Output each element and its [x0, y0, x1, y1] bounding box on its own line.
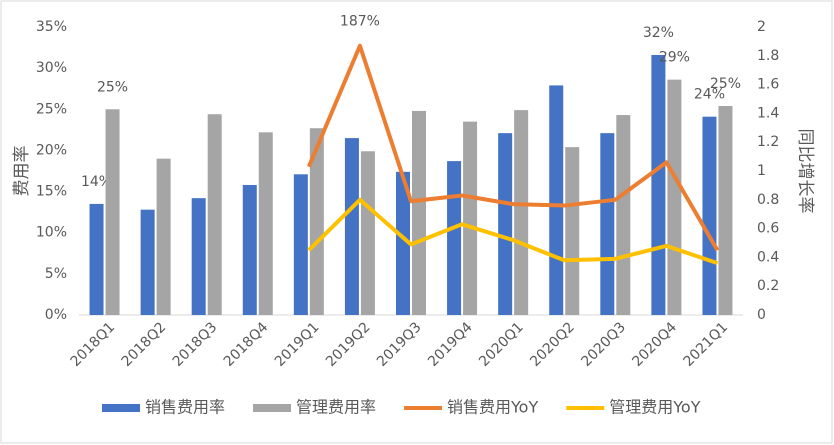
line — [307, 43, 720, 252]
data-label: 14% — [81, 174, 112, 190]
y2-tick-label: 1.6 — [757, 77, 779, 93]
data-label: 24% — [694, 87, 725, 103]
y-tick-label: 20% — [36, 142, 67, 158]
legend-swatch — [102, 404, 140, 412]
y2-tick-label: 1.2 — [757, 134, 779, 150]
y2-tick-label: 0.2 — [757, 278, 779, 294]
y2-tick-label: 0.4 — [757, 249, 779, 265]
y2-tick-label: 0.6 — [757, 221, 779, 237]
line — [307, 197, 719, 266]
bar — [293, 174, 308, 315]
y-tick-label: 15% — [36, 184, 67, 200]
y-axis-title: 费用率 — [12, 146, 32, 197]
y2-tick-label: 2 — [757, 19, 766, 35]
legend-swatch — [253, 404, 292, 412]
bar — [600, 133, 615, 315]
bar — [258, 132, 273, 315]
bar — [463, 121, 478, 315]
bar — [565, 147, 580, 315]
y2-tick-label: 1.8 — [757, 48, 779, 64]
y-tick-label: 5% — [45, 266, 67, 282]
y2-axis-title: 同比增长率 — [795, 129, 815, 214]
bar — [309, 128, 324, 315]
bar — [549, 85, 564, 316]
y-tick-label: 10% — [36, 225, 67, 241]
y-tick-label: 30% — [36, 60, 67, 76]
y2-tick-label: 1 — [757, 163, 766, 179]
bar — [140, 209, 155, 315]
bar — [447, 161, 462, 315]
legend-label: 销售费用率 — [145, 398, 225, 417]
y2-tick-label: 1.4 — [757, 105, 779, 121]
legend-label: 管理费用YoY — [609, 398, 700, 417]
bar — [651, 54, 666, 315]
y2-tick-label: 0 — [757, 307, 766, 323]
bar — [207, 114, 222, 315]
legend-label: 管理费用率 — [296, 398, 376, 417]
bar — [89, 203, 104, 315]
bar — [412, 110, 426, 315]
bar — [360, 151, 375, 315]
y-tick-label: 0% — [45, 307, 67, 323]
bar — [156, 158, 171, 315]
bar — [242, 184, 257, 315]
data-label: 25% — [710, 76, 741, 92]
y2-tick-label: 0.8 — [757, 192, 779, 208]
data-label: 32% — [643, 25, 674, 41]
bar — [396, 171, 410, 315]
data-label: 25% — [97, 79, 128, 95]
bar — [616, 115, 631, 315]
bar — [718, 105, 733, 315]
bar — [702, 116, 717, 315]
y-tick-label: 25% — [36, 101, 67, 117]
bar — [667, 79, 682, 315]
bar — [191, 198, 206, 315]
y-tick-label: 35% — [36, 19, 67, 35]
bar — [105, 109, 120, 316]
bar — [498, 133, 513, 315]
bar — [514, 110, 529, 315]
data-label: 187% — [340, 14, 380, 30]
bar — [344, 138, 359, 315]
legend-label: 销售费用YoY — [447, 398, 538, 417]
data-label: 29% — [659, 50, 690, 66]
